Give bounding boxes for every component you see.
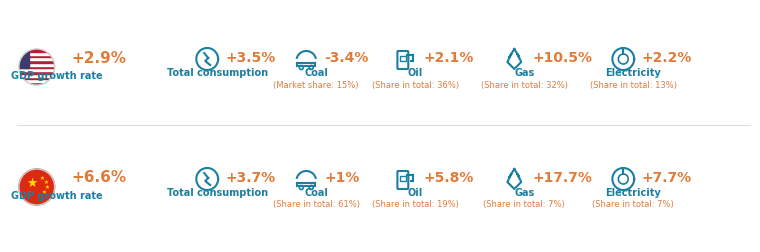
FancyBboxPatch shape	[19, 80, 55, 83]
FancyBboxPatch shape	[19, 61, 55, 64]
FancyBboxPatch shape	[19, 83, 55, 86]
Text: +5.8%: +5.8%	[423, 170, 473, 184]
Text: (Share in total: 7%): (Share in total: 7%)	[592, 200, 674, 209]
FancyBboxPatch shape	[19, 53, 55, 55]
Text: +6.6%: +6.6%	[71, 170, 127, 185]
Text: +2.1%: +2.1%	[423, 51, 473, 65]
Text: ★: ★	[44, 184, 49, 189]
Circle shape	[19, 50, 55, 86]
Text: (Share in total: 61%): (Share in total: 61%)	[273, 200, 359, 209]
FancyBboxPatch shape	[19, 50, 55, 53]
Text: ★: ★	[43, 179, 48, 184]
Text: ★: ★	[26, 176, 37, 189]
Text: (Share in total: 7%): (Share in total: 7%)	[483, 200, 565, 209]
FancyBboxPatch shape	[19, 75, 55, 77]
FancyBboxPatch shape	[19, 50, 29, 69]
Text: +3.7%: +3.7%	[225, 170, 275, 184]
Text: (Market share: 15%): (Market share: 15%)	[274, 80, 359, 89]
Text: Gas: Gas	[514, 187, 534, 197]
Text: Total consumption: Total consumption	[166, 187, 268, 197]
Text: Oil: Oil	[407, 187, 423, 197]
Text: Electricity: Electricity	[605, 68, 661, 78]
Text: (Share in total: 32%): (Share in total: 32%)	[481, 80, 568, 89]
Text: +7.7%: +7.7%	[641, 170, 692, 184]
Text: ★: ★	[40, 175, 44, 180]
Text: GDP growth rate: GDP growth rate	[11, 71, 103, 81]
Text: Coal: Coal	[304, 68, 328, 78]
Text: +1%: +1%	[324, 170, 359, 184]
Text: Gas: Gas	[514, 68, 534, 78]
Text: Oil: Oil	[407, 68, 423, 78]
FancyBboxPatch shape	[19, 77, 55, 80]
Text: GDP growth rate: GDP growth rate	[11, 190, 103, 200]
FancyBboxPatch shape	[19, 58, 55, 61]
FancyBboxPatch shape	[19, 55, 55, 58]
Text: +2.9%: +2.9%	[71, 50, 126, 65]
FancyBboxPatch shape	[19, 69, 55, 72]
FancyBboxPatch shape	[19, 72, 55, 75]
Text: Coal: Coal	[304, 187, 328, 197]
Text: +17.7%: +17.7%	[532, 170, 592, 184]
FancyBboxPatch shape	[19, 64, 55, 66]
Text: (Share in total: 36%): (Share in total: 36%)	[372, 80, 459, 89]
Text: +3.5%: +3.5%	[225, 51, 275, 65]
Text: (Share in total: 13%): (Share in total: 13%)	[590, 80, 676, 89]
Text: (Share in total: 19%): (Share in total: 19%)	[372, 200, 459, 209]
Text: ★: ★	[41, 189, 46, 194]
Text: Electricity: Electricity	[605, 187, 661, 197]
Text: -3.4%: -3.4%	[324, 51, 369, 65]
FancyBboxPatch shape	[19, 66, 55, 69]
Text: +10.5%: +10.5%	[532, 51, 592, 65]
Circle shape	[19, 169, 55, 205]
Text: +2.2%: +2.2%	[641, 51, 692, 65]
Text: Total consumption: Total consumption	[166, 68, 268, 78]
